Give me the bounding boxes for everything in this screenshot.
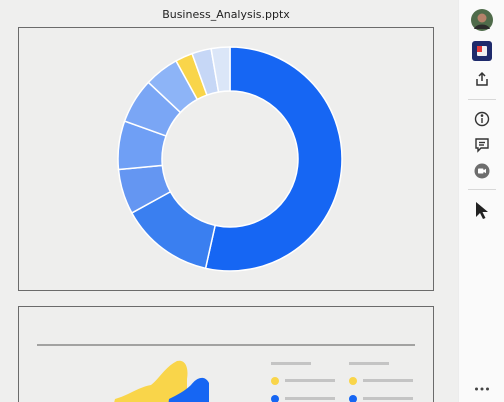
dropbox-app-icon[interactable] [469,38,495,64]
share-icon[interactable] [469,66,495,92]
comment-icon[interactable] [469,132,495,158]
legend-line-4 [363,397,413,400]
video-icon[interactable] [469,158,495,184]
rail-divider [468,99,496,100]
more-icon[interactable] [469,376,495,402]
slide-thumbnail-1[interactable] [18,27,434,291]
avatar[interactable] [469,7,495,33]
legend-dot-yellow-1 [271,377,279,385]
legend-line-1 [285,379,335,382]
legend-line-2 [363,379,413,382]
legend-header-2 [349,362,389,365]
legend-dot-yellow-2 [349,377,357,385]
rail-divider [468,189,496,190]
document-title: Business_Analysis.pptx [162,8,290,21]
legend-header-1 [271,362,311,365]
blue-area-shape [168,378,209,402]
legend-dot-blue-2 [349,395,357,402]
legend-dot-blue-1 [271,395,279,402]
slide-thumbnail-2[interactable] [18,306,434,402]
slide-2-content [37,344,415,402]
pointer-icon[interactable] [469,198,495,224]
donut-chart [117,46,343,272]
info-icon[interactable] [469,106,495,132]
right-toolbar [458,0,504,402]
yellow-area-shape [114,360,188,402]
donut-slice-1 [204,46,343,272]
legend-line-3 [285,397,335,400]
donut-slice-9 [210,46,231,93]
